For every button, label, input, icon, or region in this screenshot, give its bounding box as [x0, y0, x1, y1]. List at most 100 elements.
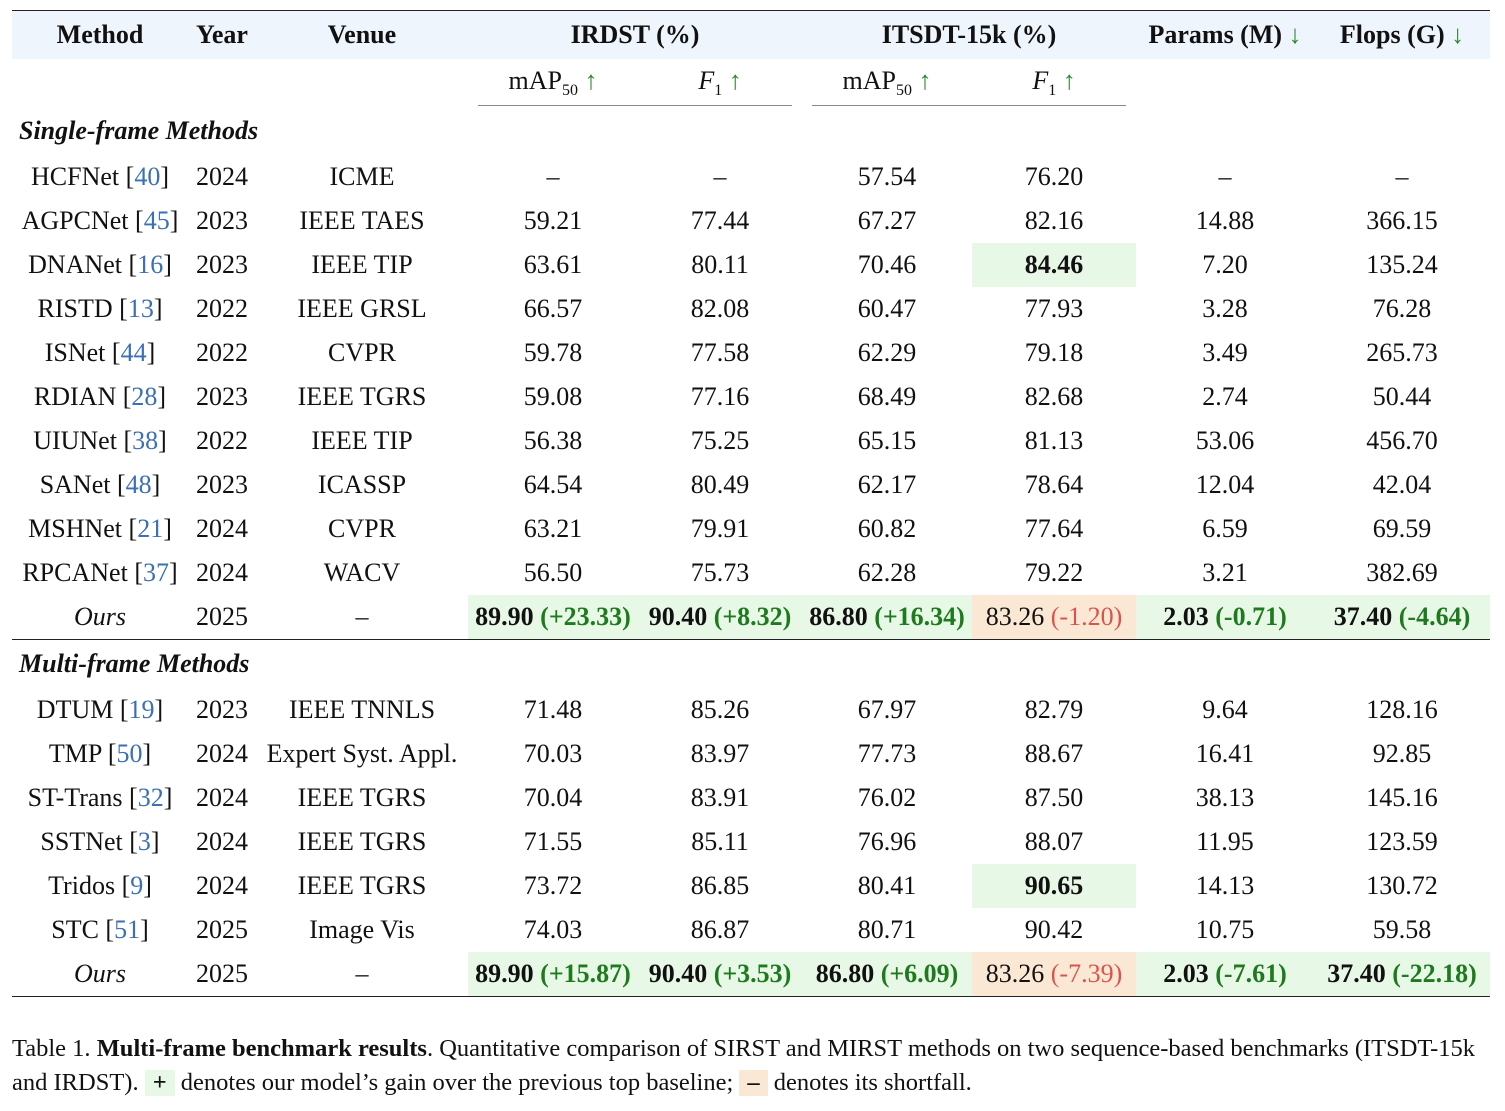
- value-params: 6.59: [1202, 514, 1248, 543]
- ours-delta: (-4.64): [1398, 602, 1471, 631]
- header-flops: Flops (G) ↓: [1314, 10, 1491, 59]
- year-cell: 2024: [196, 827, 248, 856]
- value-params: 2.74: [1202, 382, 1248, 411]
- value-itsdt-f1: 78.64: [1024, 470, 1084, 499]
- value-params: 16.41: [1195, 739, 1255, 768]
- citation-link[interactable]: 45: [143, 206, 170, 235]
- citation-link[interactable]: 21: [137, 514, 164, 543]
- year-cell: 2024: [196, 783, 248, 812]
- value-flops: 456.70: [1366, 426, 1438, 455]
- value-itsdt-map: 68.49: [857, 382, 917, 411]
- citation-link[interactable]: 9: [130, 871, 144, 900]
- citation-link[interactable]: 3: [137, 827, 151, 856]
- table-row: AGPCNet [45] 2023 IEEE TAES 59.21 77.44 67.27…: [12, 199, 1490, 243]
- header-venue: Venue: [256, 10, 468, 59]
- venue-cell: IEEE GRSL: [297, 294, 427, 323]
- venue-cell: IEEE TGRS: [297, 871, 427, 900]
- value-irdst-map: 66.57: [523, 294, 583, 323]
- year-cell: 2023: [196, 382, 248, 411]
- citation-link[interactable]: 40: [134, 162, 161, 191]
- down-arrow-icon: ↓: [1288, 20, 1302, 49]
- venue-cell: Image Vis: [309, 915, 415, 944]
- value-params: 9.64: [1202, 695, 1248, 724]
- ours-delta: (+16.34): [874, 602, 965, 631]
- table-row: UIUNet [38] 2022 IEEE TIP 56.38 75.25 65.15 81…: [12, 419, 1490, 463]
- plus-badge: +: [144, 1070, 175, 1096]
- ours-params: 2.03 (-7.61): [1136, 952, 1315, 997]
- subheader-itsdt-f1: F1 ↑: [972, 59, 1136, 107]
- citation-link[interactable]: 32: [137, 783, 164, 812]
- header-itsdt: ITSDT-15k (%): [802, 10, 1137, 59]
- ours-value: 86.80: [809, 602, 868, 631]
- ours-value: 90.40: [648, 602, 708, 631]
- table-row: ISNet [44] 2022 CVPR 59.78 77.58 62.29 79.18 3.…: [12, 331, 1490, 375]
- value-itsdt-map: 67.27: [857, 206, 917, 235]
- value-itsdt-map: 76.96: [857, 827, 917, 856]
- ours-delta: (-0.71): [1215, 602, 1287, 631]
- method-name: RDIAN [28]: [33, 382, 167, 411]
- value-flops: 366.15: [1366, 206, 1438, 235]
- value-irdst-f1: 77.16: [690, 382, 750, 411]
- value-params: 7.20: [1202, 250, 1248, 279]
- method-name: Ours: [73, 602, 126, 631]
- value-itsdt-f1: 84.46: [972, 243, 1137, 287]
- ours-value: 83.26: [985, 959, 1045, 988]
- caption-title: Multi-frame benchmark results: [96, 1035, 427, 1062]
- value-params: 14.13: [1195, 871, 1255, 900]
- method-name: DTUM [19]: [36, 695, 164, 724]
- citation-link[interactable]: 16: [137, 250, 164, 279]
- method-name: TMP [50]: [48, 739, 152, 768]
- year-cell: 2025: [196, 602, 248, 631]
- venue-cell: CVPR: [328, 338, 396, 367]
- value-flops: 92.85: [1372, 739, 1432, 768]
- ours-row: Ours 2025–89.90 (+23.33) 90.40 (+8.32) 86.8…: [12, 595, 1491, 640]
- value-irdst-f1: 80.11: [691, 250, 749, 279]
- value-irdst-map: 71.48: [523, 695, 583, 724]
- value-irdst-map: 56.50: [523, 558, 583, 587]
- citation-link[interactable]: 51: [114, 915, 141, 944]
- ours-value: 89.90: [475, 959, 534, 988]
- section-title: Single-frame Methods: [19, 116, 259, 145]
- table-row: MSHNet [21] 2024 CVPR 63.21 79.91 60.82 77.64 6…: [12, 507, 1490, 551]
- citation-link[interactable]: 13: [127, 294, 154, 323]
- year-cell: 2023: [196, 250, 248, 279]
- method-name: MSHNet [21]: [28, 514, 172, 543]
- value-irdst-map: 73.72: [523, 871, 583, 900]
- method-name: HCFNet [40]: [31, 162, 169, 191]
- venue-cell: ICME: [329, 162, 395, 191]
- year-cell: 2023: [196, 206, 248, 235]
- value-itsdt-f1: 90.42: [1024, 915, 1084, 944]
- citation-link[interactable]: 50: [116, 739, 143, 768]
- value-flops: 130.72: [1366, 871, 1438, 900]
- citation-link[interactable]: 44: [120, 338, 147, 367]
- method-label: DTUM: [36, 695, 114, 724]
- table-row: SANet [48] 2023 ICASSP 64.54 80.49 62.17 78.64…: [12, 463, 1490, 507]
- ours-itsdt-map: 86.80 (+6.09): [802, 952, 973, 997]
- value-itsdt-map: 80.71: [857, 915, 917, 944]
- method-label: UIUNet: [33, 426, 117, 455]
- value-itsdt-f1: 79.18: [1024, 338, 1084, 367]
- method-name: Tridos [9]: [48, 871, 152, 900]
- value-itsdt-map: 67.97: [857, 695, 917, 724]
- caption-label: Table 1.: [12, 1035, 91, 1062]
- ours-irdst-map: 89.90 (+23.33): [468, 595, 638, 640]
- venue-cell: WACV: [323, 558, 401, 587]
- citation-link[interactable]: 37: [142, 558, 169, 587]
- value-itsdt-map: 65.15: [857, 426, 917, 455]
- ours-params: 2.03 (-0.71): [1136, 595, 1315, 640]
- method-label: AGPCNet: [21, 206, 129, 235]
- citation-link[interactable]: 19: [128, 695, 155, 724]
- citation-link[interactable]: 38: [132, 426, 159, 455]
- citation-link[interactable]: 28: [131, 382, 158, 411]
- value-params: 12.04: [1195, 470, 1255, 499]
- citation-link[interactable]: 48: [125, 470, 152, 499]
- value-flops: 145.16: [1366, 783, 1438, 812]
- table-row: RDIAN [28] 2023 IEEE TGRS 59.08 77.16 68.49 82…: [12, 375, 1490, 419]
- ours-value: 90.40: [648, 959, 708, 988]
- value-irdst-map: 63.61: [523, 250, 583, 279]
- subheader-irdst-map: mAP50 ↑: [468, 59, 638, 107]
- method-label: RPCANet: [22, 558, 128, 587]
- table-row: DNANet [16] 2023 IEEE TIP 63.61 80.11 70.46 84…: [12, 243, 1490, 287]
- table-row: RISTD [13] 2022 IEEE GRSL 66.57 82.08 60.47 77…: [12, 287, 1490, 331]
- value-flops: 382.69: [1366, 558, 1438, 587]
